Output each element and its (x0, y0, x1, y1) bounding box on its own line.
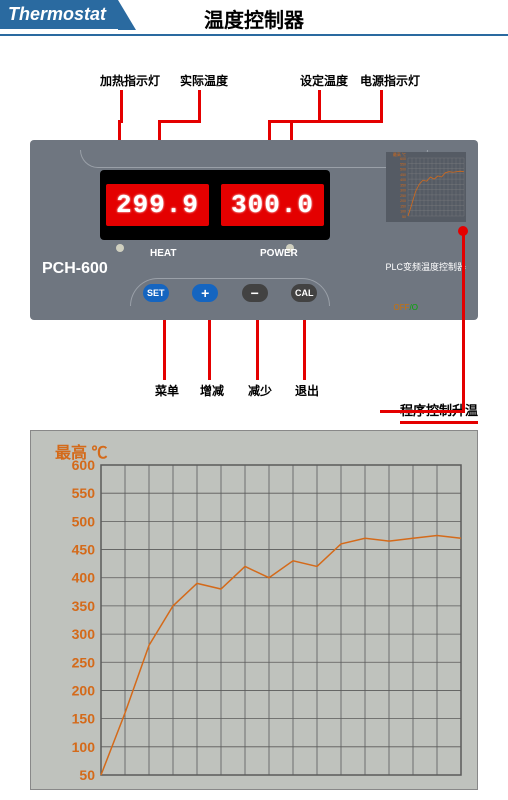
svg-text:350: 350 (400, 183, 406, 187)
callout-label: 实际温度 (180, 72, 228, 89)
device-subtitle: PLC变频温度控制器 (385, 260, 466, 273)
heat-label: HEAT (150, 248, 176, 259)
callout-line (120, 90, 123, 120)
off-io-label: OFF/O (394, 303, 418, 312)
svg-text:50: 50 (402, 215, 406, 219)
svg-text:400: 400 (72, 570, 96, 586)
svg-text:200: 200 (400, 199, 406, 203)
svg-text:500: 500 (72, 513, 96, 529)
connector-line (462, 230, 465, 410)
actual-temp-display: 299.9 (106, 184, 209, 226)
button-row: SET + − CAL (130, 278, 330, 306)
svg-text:450: 450 (400, 173, 406, 177)
callout-label: 增减 (200, 382, 224, 399)
callout-line (158, 120, 201, 123)
cal-button[interactable]: CAL (291, 284, 317, 302)
display-area: 299.9 300.0 (100, 170, 330, 240)
set-temp-display: 300.0 (221, 184, 324, 226)
callout-line (290, 120, 383, 123)
svg-text:450: 450 (72, 542, 96, 558)
minus-button[interactable]: − (242, 284, 268, 302)
power-label: POWER (260, 248, 298, 259)
svg-text:500: 500 (400, 168, 406, 172)
svg-text:600: 600 (72, 457, 96, 473)
callout-line (198, 90, 201, 120)
callout-label: 退出 (295, 382, 319, 399)
io-text: /O (410, 303, 418, 312)
svg-text:50: 50 (79, 767, 95, 783)
callout-label: 加热指示灯 (100, 72, 160, 89)
callout-line (380, 90, 383, 120)
callout-label: 减少 (248, 382, 272, 399)
svg-text:250: 250 (400, 194, 406, 198)
svg-text:600: 600 (400, 157, 406, 161)
model-label: PCH-600 (42, 260, 108, 278)
header-title: 温度控制器 (204, 4, 304, 33)
svg-text:400: 400 (400, 178, 406, 182)
svg-text:150: 150 (72, 711, 96, 727)
svg-text:150: 150 (400, 204, 406, 208)
callout-line (318, 90, 321, 120)
svg-text:250: 250 (72, 654, 96, 670)
svg-text:300: 300 (72, 626, 96, 642)
set-button[interactable]: SET (143, 284, 169, 302)
svg-text:350: 350 (72, 598, 96, 614)
thermostat-device: 299.9 300.0 HEAT POWER PCH-600 PLC变频温度控制… (30, 140, 478, 320)
callout-label: 电源指示灯 (360, 72, 420, 89)
svg-text:300: 300 (400, 189, 406, 193)
device-bezel-top (80, 150, 428, 168)
big-chart-svg: 600 550 500 450 400 350 300 250 200 150 100 50 (31, 431, 479, 791)
svg-text:最高 ℃: 最高 ℃ (393, 152, 406, 157)
svg-text:550: 550 (72, 485, 96, 501)
callout-label: 菜单 (155, 382, 179, 399)
big-chart: 最高 ℃ 60055050045040035030025020015010050 (30, 430, 478, 790)
callout-label: 设定温度 (300, 72, 348, 89)
off-text: OFF (394, 303, 410, 312)
heat-indicator-led (116, 244, 124, 252)
mini-chart: 600550 500450400350 300250200150 10050 最高 ℃ (386, 152, 466, 222)
connector-dot (458, 226, 468, 236)
svg-text:200: 200 (72, 682, 96, 698)
connector-line (380, 410, 465, 413)
header-tab: Thermostat (0, 0, 118, 29)
svg-text:100: 100 (72, 739, 96, 755)
header: Thermostat 温度控制器 (0, 0, 508, 36)
plus-button[interactable]: + (192, 284, 218, 302)
svg-text:550: 550 (400, 162, 406, 166)
svg-text:100: 100 (400, 210, 406, 214)
